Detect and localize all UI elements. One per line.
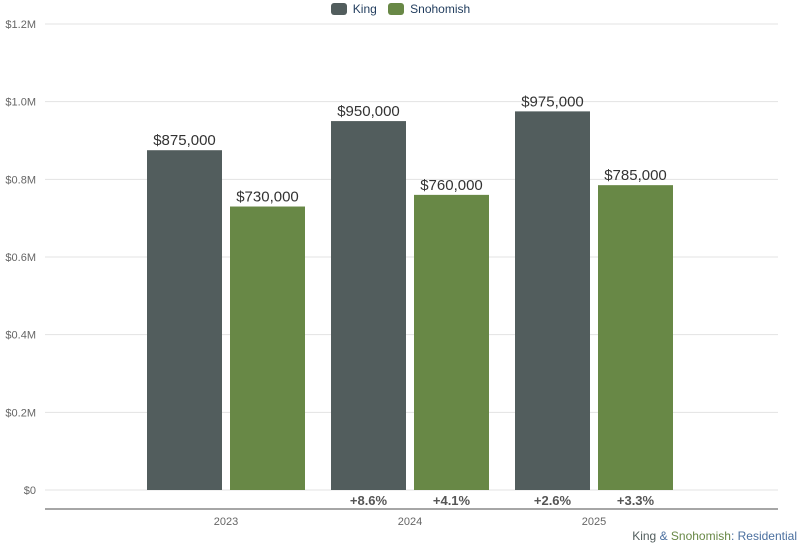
data-label: $785,000 bbox=[604, 167, 667, 184]
y-tick-label: $0.4M bbox=[5, 330, 36, 342]
king-swatch bbox=[330, 3, 347, 15]
snohomish-swatch bbox=[388, 3, 405, 15]
legend: King Snohomish bbox=[0, 2, 801, 18]
caption-king: King bbox=[632, 529, 657, 543]
caption-residential: : Residential bbox=[730, 529, 797, 543]
y-tick-label: $0.6M bbox=[5, 252, 36, 264]
legend-item-snohomish[interactable]: Snohomish bbox=[388, 2, 470, 16]
x-tick-label: 2024 bbox=[398, 516, 422, 528]
caption-snohomish: Snohomish bbox=[670, 529, 731, 543]
change-label: +4.1% bbox=[433, 493, 471, 508]
chart-caption: King & Snohomish: Residential bbox=[632, 529, 797, 543]
y-tick-label: $1.2M bbox=[5, 19, 36, 31]
legend-label: Snohomish bbox=[410, 2, 471, 16]
legend-label: King bbox=[352, 2, 377, 16]
bar-king-2024 bbox=[331, 121, 406, 490]
y-tick-label: $1.0M bbox=[5, 97, 36, 109]
change-label: +2.6% bbox=[534, 493, 572, 508]
data-label: $975,000 bbox=[521, 93, 584, 110]
bar-snohomish-2025 bbox=[598, 185, 673, 491]
y-tick-label: $0.8M bbox=[5, 174, 36, 186]
data-label: $760,000 bbox=[420, 177, 483, 194]
y-tick-label: $0.2M bbox=[5, 407, 36, 419]
change-label: +8.6% bbox=[350, 493, 388, 508]
x-tick-label: 2023 bbox=[214, 516, 238, 528]
bar-snohomish-2023 bbox=[230, 206, 305, 490]
x-tick-label: 2025 bbox=[582, 516, 606, 528]
data-label: $875,000 bbox=[153, 132, 216, 149]
change-label: +3.3% bbox=[617, 493, 655, 508]
bar-snohomish-2024 bbox=[414, 194, 489, 490]
bar-king-2025 bbox=[515, 111, 590, 490]
y-tick-label: $0 bbox=[24, 485, 36, 497]
bar-king-2023 bbox=[147, 150, 222, 491]
caption-amp: & bbox=[656, 529, 671, 543]
legend-item-king[interactable]: King bbox=[330, 2, 377, 16]
data-label: $950,000 bbox=[337, 103, 400, 120]
data-label: $730,000 bbox=[236, 189, 299, 206]
